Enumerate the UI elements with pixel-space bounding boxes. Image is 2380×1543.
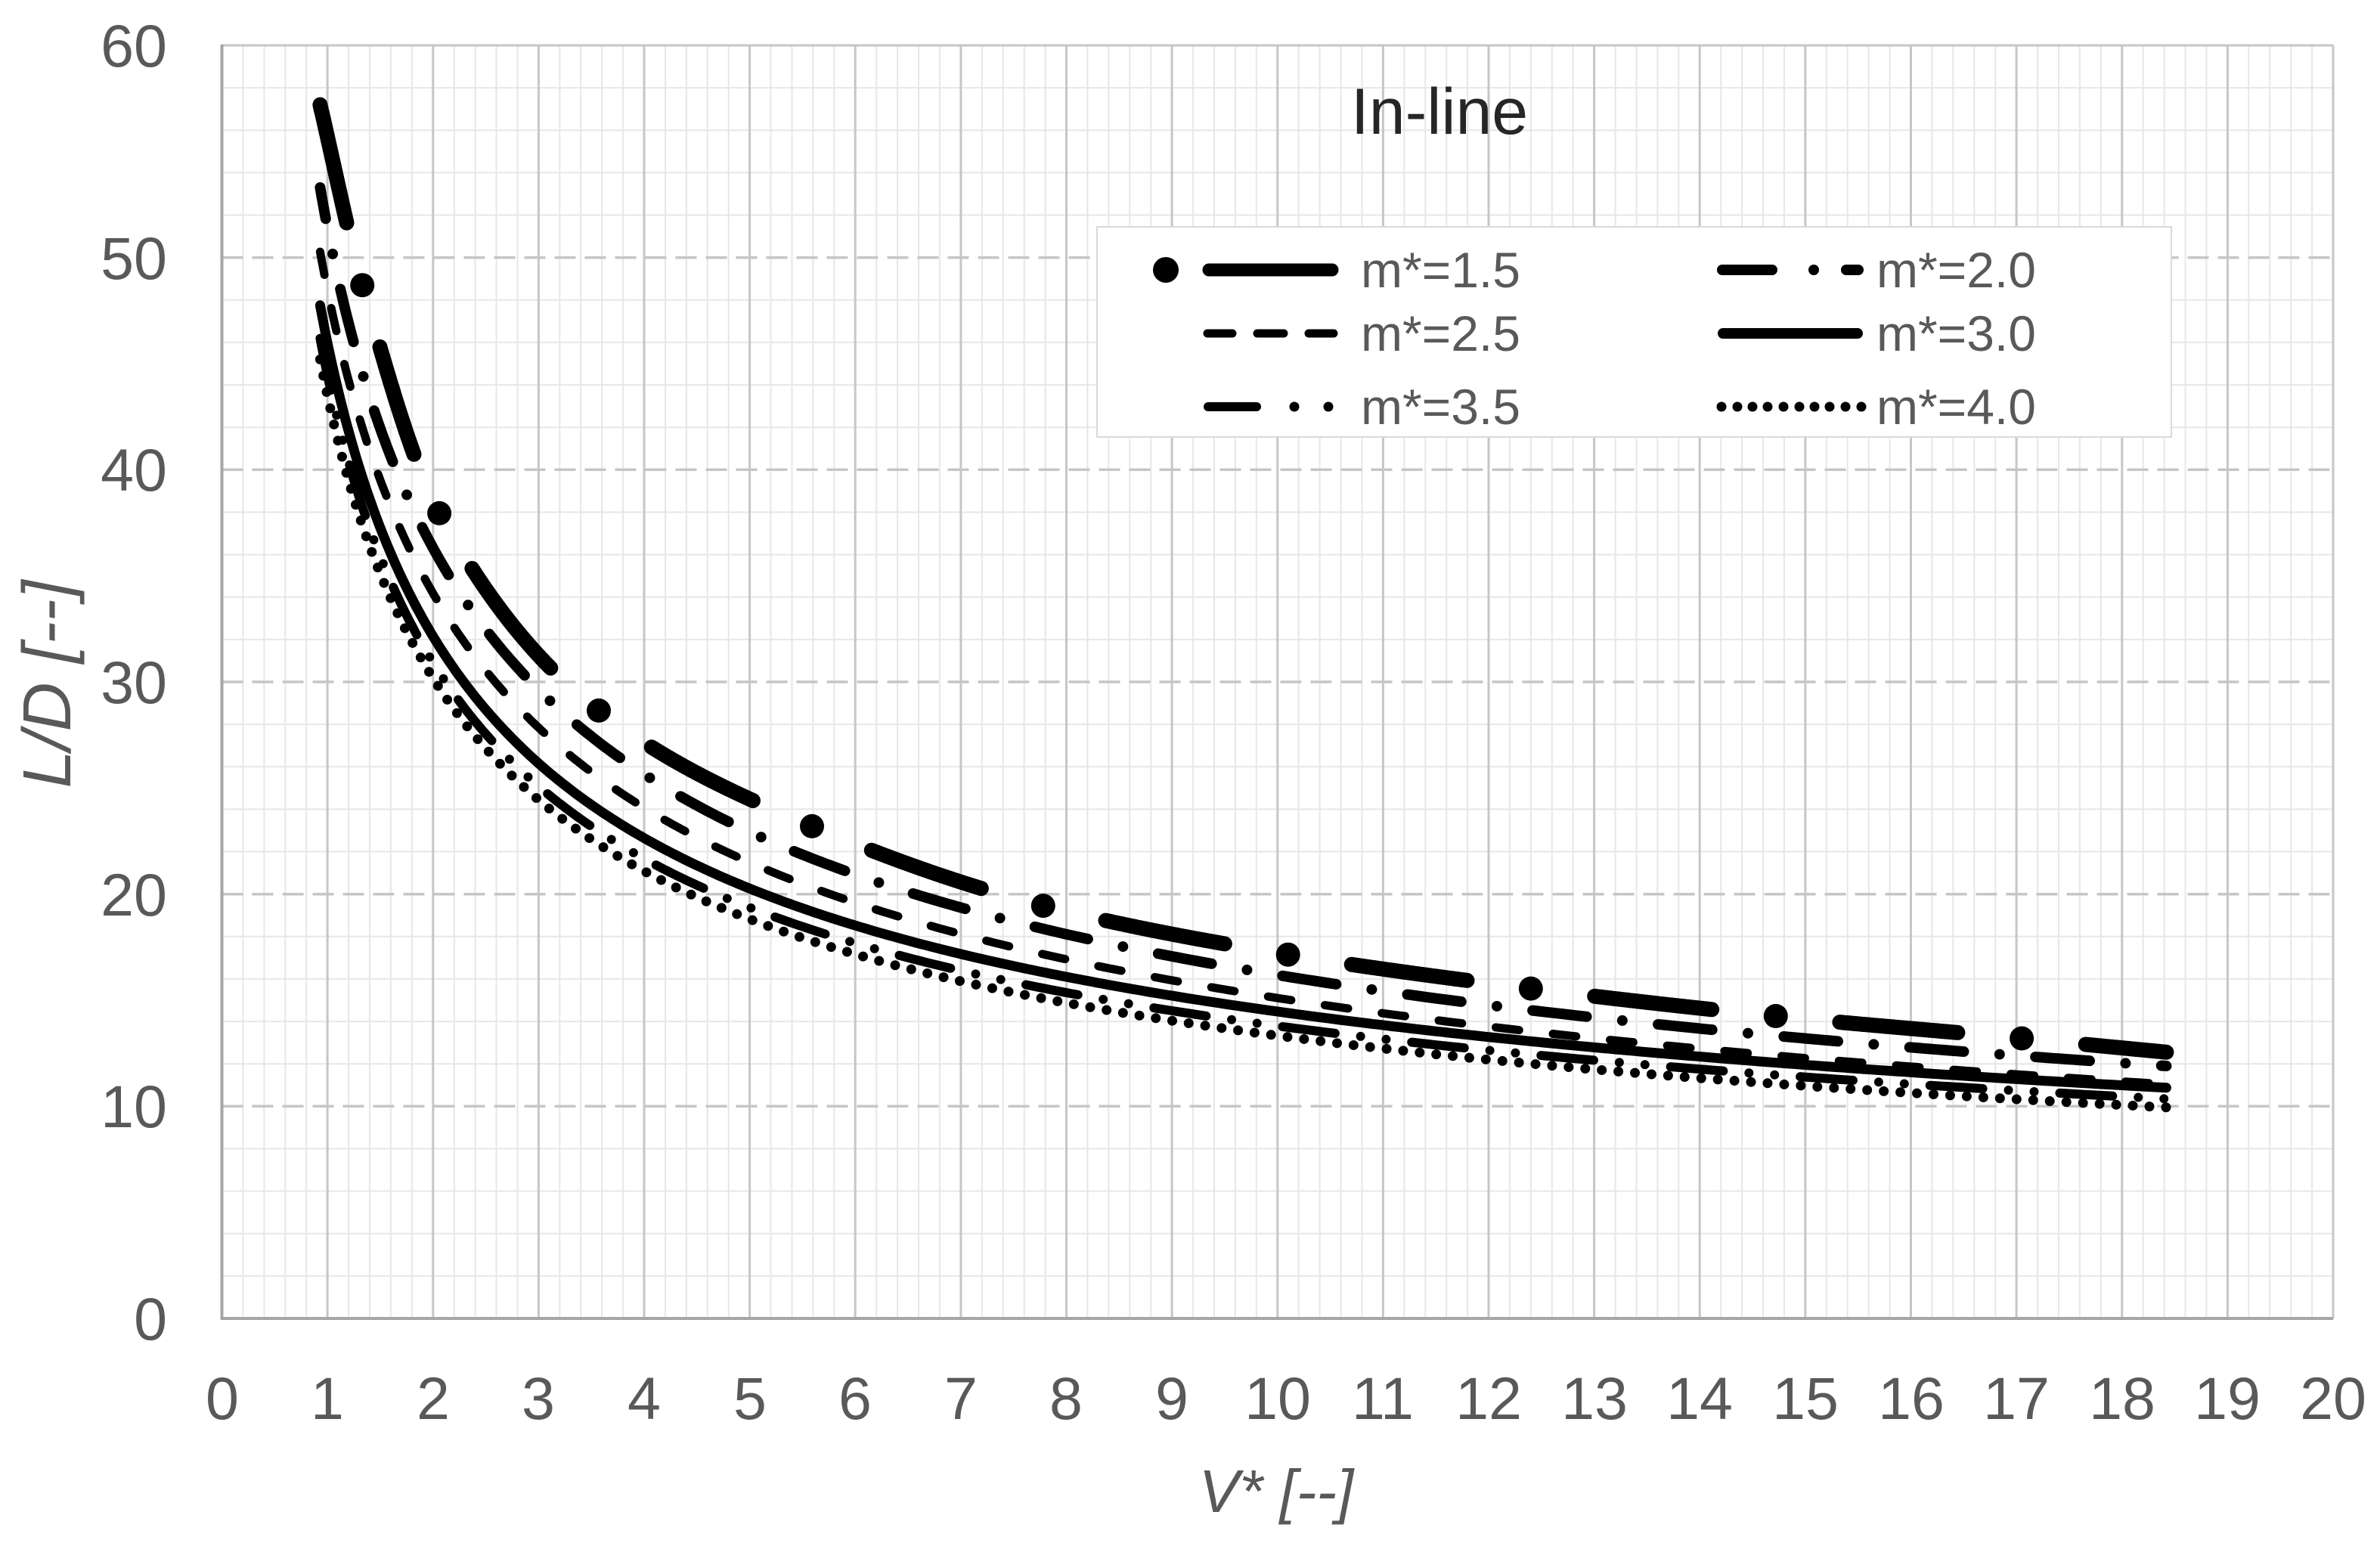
svg-text:11: 11 (1352, 1365, 1414, 1432)
svg-text:In-line: In-line (1351, 76, 1528, 148)
svg-text:40: 40 (101, 436, 167, 503)
svg-text:2: 2 (417, 1365, 450, 1432)
svg-text:16: 16 (1878, 1365, 1945, 1432)
svg-text:L/D [--]: L/D [--] (10, 579, 85, 789)
svg-text:m*=4.0: m*=4.0 (1876, 379, 2036, 435)
svg-text:60: 60 (101, 12, 167, 79)
svg-text:4: 4 (628, 1365, 661, 1432)
svg-text:20: 20 (101, 861, 167, 928)
svg-text:30: 30 (101, 649, 167, 716)
svg-text:15: 15 (1772, 1365, 1839, 1432)
svg-text:10: 10 (101, 1073, 167, 1140)
svg-text:0: 0 (134, 1285, 167, 1352)
svg-text:18: 18 (2089, 1365, 2155, 1432)
svg-text:50: 50 (101, 225, 167, 292)
svg-text:8: 8 (1049, 1365, 1083, 1432)
svg-text:m*=2.5: m*=2.5 (1361, 305, 1520, 361)
svg-text:m*=1.5: m*=1.5 (1361, 242, 1520, 298)
svg-text:12: 12 (1455, 1365, 1522, 1432)
svg-text:6: 6 (838, 1365, 872, 1432)
svg-text:10: 10 (1244, 1365, 1311, 1432)
svg-text:m*=3.0: m*=3.0 (1876, 305, 2036, 361)
svg-text:14: 14 (1666, 1365, 1733, 1432)
svg-text:5: 5 (733, 1365, 767, 1432)
svg-text:3: 3 (522, 1365, 555, 1432)
svg-text:20: 20 (2300, 1365, 2366, 1432)
svg-text:0: 0 (206, 1365, 239, 1432)
svg-text:13: 13 (1561, 1365, 1628, 1432)
svg-text:17: 17 (1983, 1365, 2050, 1432)
svg-text:m*=3.5: m*=3.5 (1361, 379, 1520, 435)
svg-text:9: 9 (1155, 1365, 1188, 1432)
svg-text:1: 1 (311, 1365, 344, 1432)
svg-text:7: 7 (944, 1365, 978, 1432)
svg-text:m*=2.0: m*=2.0 (1876, 242, 2036, 298)
svg-text:19: 19 (2194, 1365, 2261, 1432)
svg-text:V* [--]: V* [--] (1199, 1458, 1355, 1525)
